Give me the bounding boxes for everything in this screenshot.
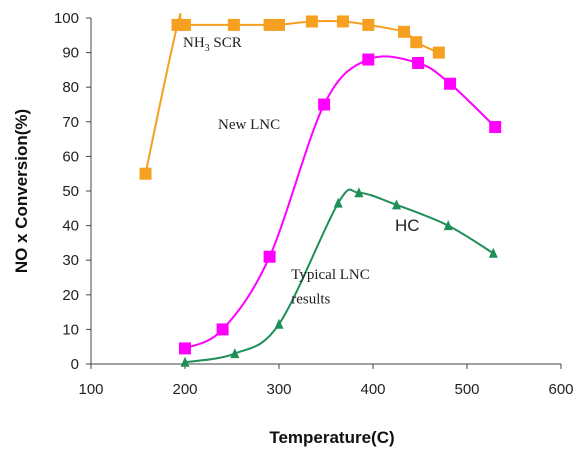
series-line xyxy=(184,55,496,350)
annotation-text: Typical LNC xyxy=(291,267,370,283)
y-tick-label: 100 xyxy=(54,10,79,27)
data-point xyxy=(398,25,411,38)
y-tick-label: 60 xyxy=(62,148,79,165)
data-point xyxy=(354,187,364,198)
data-point xyxy=(362,18,375,31)
data-point xyxy=(362,53,375,66)
y-tick-label: 40 xyxy=(62,218,79,235)
series-label: New LNC xyxy=(218,117,280,133)
y-tick-label: 70 xyxy=(62,114,79,131)
data-point xyxy=(443,220,453,231)
data-point xyxy=(274,318,284,329)
data-point xyxy=(180,356,190,367)
x-tick-label: 100 xyxy=(78,381,103,398)
data-point xyxy=(333,197,343,208)
y-tick-label: 30 xyxy=(62,252,79,269)
x-tick-label: 600 xyxy=(548,381,573,398)
x-tick-label: 300 xyxy=(266,381,291,398)
data-point xyxy=(432,46,445,59)
labels-layer: NH3 SCR New LNC HC Typical LNC results xyxy=(183,35,420,307)
data-point xyxy=(230,348,240,359)
data-point xyxy=(263,250,276,263)
series-line xyxy=(184,188,494,364)
series-layer xyxy=(139,13,502,367)
y-tick-label: 80 xyxy=(62,79,79,96)
series-2 xyxy=(180,187,498,367)
series-1 xyxy=(179,53,502,355)
y-tick-label: 10 xyxy=(62,321,79,338)
x-axis-title: Temperature(C) xyxy=(269,428,394,447)
data-point xyxy=(410,36,423,49)
y-tick-label: 0 xyxy=(71,356,79,373)
data-point xyxy=(444,77,457,90)
data-point xyxy=(216,323,229,336)
series-label: NH3 SCR xyxy=(183,35,242,54)
data-point xyxy=(139,167,152,180)
data-point xyxy=(263,18,276,31)
data-point xyxy=(412,56,425,69)
x-tick-label: 200 xyxy=(172,381,197,398)
series-0 xyxy=(139,13,445,180)
data-point xyxy=(392,199,401,210)
y-tick-label: 50 xyxy=(62,183,79,200)
annotation-text: results xyxy=(291,291,330,307)
data-point xyxy=(305,15,318,28)
y-axis-title: NO x Conversion(%) xyxy=(12,109,31,273)
data-point xyxy=(336,15,349,28)
data-point xyxy=(179,18,191,31)
x-tick-label: 500 xyxy=(454,381,479,398)
axes: 0 10 20 30 40 50 60 70 80 90 100 100 200 300 400 500 600… xyxy=(12,10,574,447)
data-point xyxy=(318,98,331,111)
data-point xyxy=(179,342,191,355)
data-point xyxy=(489,120,502,133)
x-tick-label: 400 xyxy=(360,381,385,398)
series-label: HC xyxy=(395,216,420,235)
data-point xyxy=(273,18,285,31)
y-tick-label: 90 xyxy=(62,45,79,62)
data-point xyxy=(488,247,498,258)
data-point xyxy=(227,18,240,31)
y-tick-label: 20 xyxy=(62,287,79,304)
